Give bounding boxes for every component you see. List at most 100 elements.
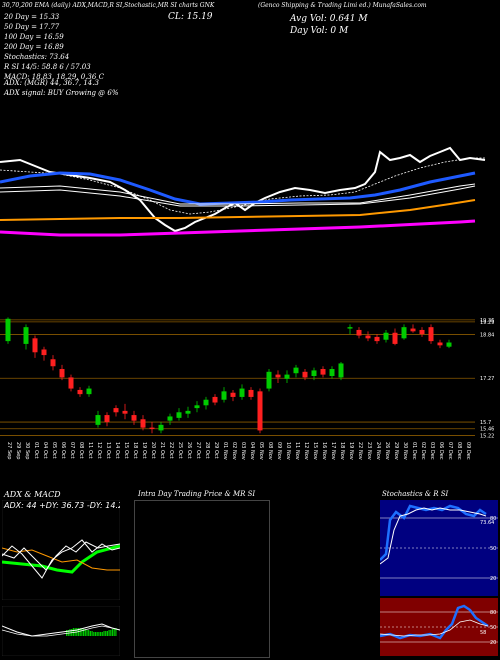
date-label: 23 Nov [366,442,372,460]
rsi-signal-line [380,619,489,637]
price-axis-label: 15.7 [480,420,491,426]
candle-body [68,377,74,389]
ema-50-label: 50 Day = 17.77 [4,23,60,31]
macd-bar [94,632,97,636]
macd-bar [84,629,86,636]
ema-chart [0,146,486,237]
candle-body [212,396,218,403]
chart-header-right: (Genco Shipping & Trading Limi ed.) Muna… [258,2,427,9]
candle-body [5,318,11,342]
price-gridlines [0,319,475,436]
macd-bar [83,629,85,636]
date-label: 14 Oct [114,442,120,459]
candle-body [347,327,353,329]
candle-body [428,327,434,342]
macd-bar [113,629,115,636]
date-label: 21 Oct [159,442,165,459]
adx-panel: ADX: 44 +DY: 36.73 -DY: 14.29 [2,500,120,600]
day-volume: Day Vol: 0 M [290,26,349,36]
candle-body [365,335,371,339]
rsi-tick-80: 80 [490,610,496,616]
candle-body [104,415,110,423]
candle-body [257,391,263,431]
macd-bar [88,630,90,636]
date-label: 06 Oct [60,442,66,459]
date-label: 03 Nov [240,442,246,460]
rsi-panel: 80 50 20 58 [380,598,498,656]
macd-bar [105,631,107,636]
candle-body [32,338,38,353]
date-label: 11 Oct [87,442,93,459]
candle-body [167,416,173,421]
ema-200-label: 200 Day = 16.89 [4,43,64,51]
date-label: 16 Nov [321,442,327,460]
macd-panel [2,606,120,656]
ema-200-line [0,199,476,221]
candle-body [374,336,380,342]
date-label: 02 Dec [420,442,426,460]
macd-label: MACD: 18.83, 18.29, 0.36 C [4,73,104,81]
date-label: 18 Oct [132,442,138,459]
date-label: 20 Oct [150,442,156,459]
candle-body [77,389,83,395]
date-label: 10 Nov [285,442,291,460]
adx-panel-title: ADX & MACD [4,490,61,499]
candle-body [266,371,272,389]
date-label: 18 Nov [339,442,345,460]
candle-body [221,391,227,400]
candle-body [239,388,245,397]
macd-bar [110,630,112,636]
candle-body [446,342,452,347]
candle-body [23,327,29,344]
macd-bar [96,632,98,636]
candle-body [131,415,137,421]
macd-bar [108,630,110,636]
date-label: 29 Nov [393,442,399,460]
candle-body [437,342,443,346]
date-label: 19 Oct [141,442,147,459]
stoch-tick-20: 20 [490,576,496,582]
ema-50-line [0,171,476,206]
date-label: 15 Nov [312,442,318,460]
intra-day-panel [134,500,270,658]
rsi-tick-20: 20 [490,640,496,646]
date-label: 11 Nov [294,442,300,460]
date-label: 24 Nov [375,442,381,460]
candle-body [356,329,362,336]
candle-body [302,371,308,378]
price-axis-label: 19.29 [480,320,494,326]
date-label: 01 Nov [222,442,228,460]
candle-body [50,359,56,367]
candle-body [311,370,317,376]
candle-body [410,328,416,332]
candle-body [185,410,191,414]
date-label: 04 Nov [249,442,255,460]
date-label: 07 Oct [69,442,75,459]
close-price: CL: 15.19 [168,12,213,22]
candle-body [59,369,65,378]
date-label: 02 Nov [231,442,237,460]
candle-body [284,374,290,379]
price-axis-label: 18.84 [480,332,494,338]
adx-values: ADX: 44 +DY: 36.73 -DY: 14.29 [3,501,120,510]
candle-body [275,374,281,378]
macd-bar [111,629,114,636]
macd-bar [69,629,71,636]
avg-volume: Avg Vol: 0.641 M [290,14,368,24]
rsi-value: 58 [480,630,486,636]
candle-body [329,369,335,376]
candle-body [122,410,128,414]
date-label: 08 Dec [456,442,462,460]
date-label: 27 Oct [195,442,201,459]
date-label: 29 Sep [15,442,21,459]
macd-bar [115,628,117,636]
candle-body [392,332,398,344]
stoch-value: 73.64 [480,520,494,526]
date-label: 01 Oct [33,442,39,459]
date-label: 09 Nov [276,442,282,460]
date-label: 07 Dec [447,442,453,460]
price-axis-label: 19.36 [480,318,494,324]
ema-100-line-2 [0,185,476,207]
date-label: 08 Nov [267,442,273,460]
